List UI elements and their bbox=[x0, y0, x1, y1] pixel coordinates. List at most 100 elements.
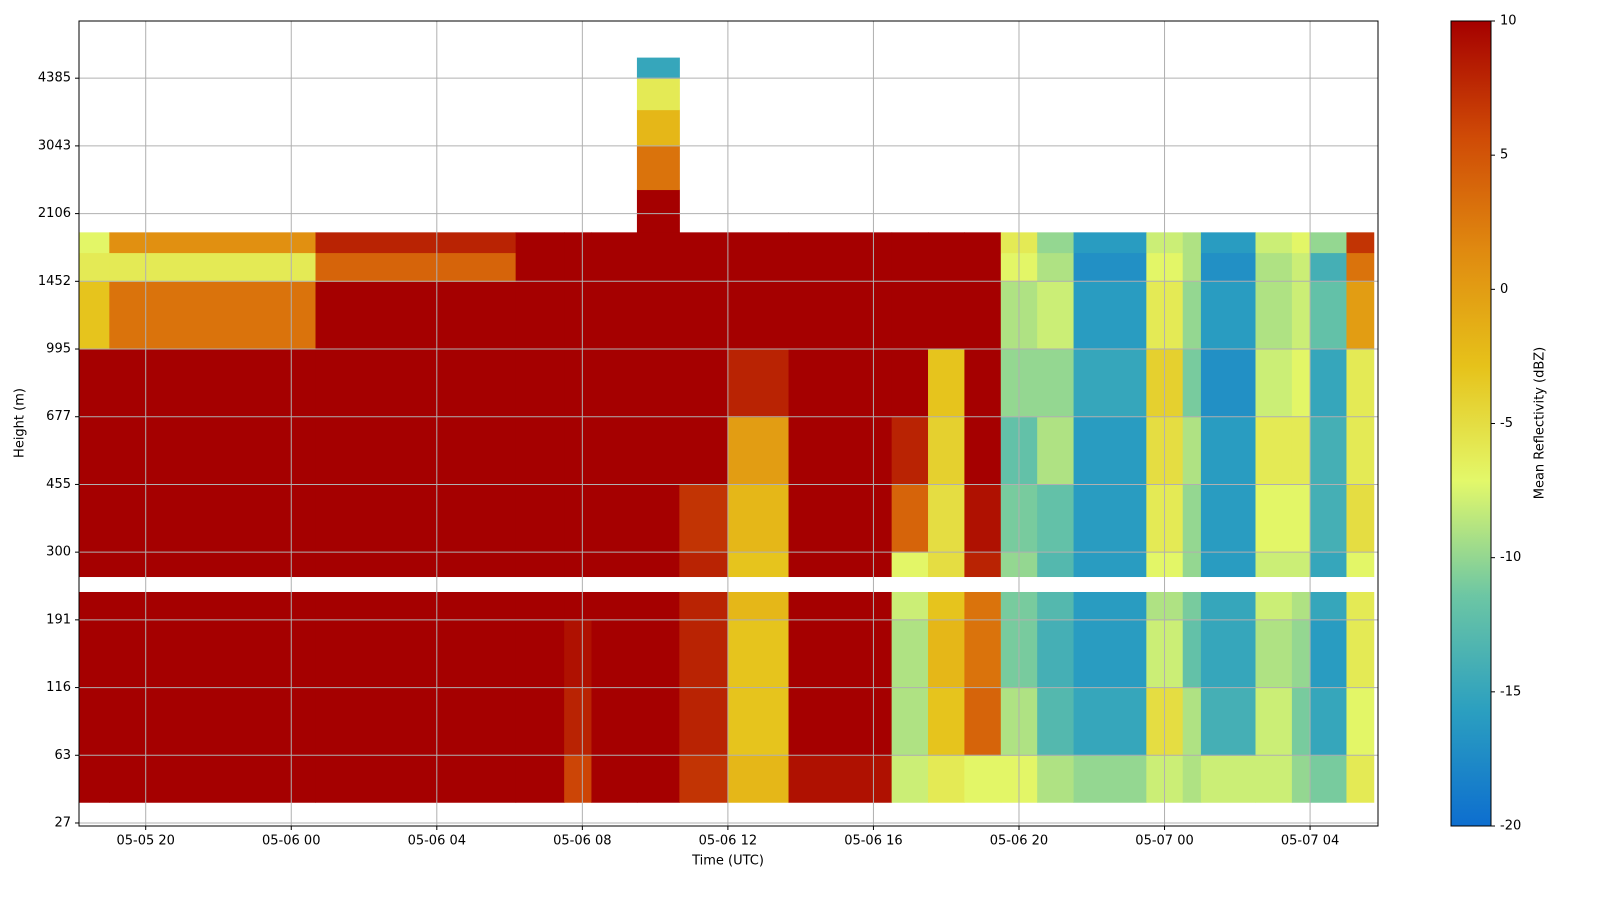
heatmap-cell bbox=[891, 755, 929, 803]
heatmap-cell bbox=[1346, 755, 1375, 803]
heatmap-cell bbox=[928, 349, 965, 418]
heatmap-cell bbox=[679, 232, 729, 254]
y-tick-label: 677 bbox=[46, 409, 71, 424]
heatmap-cell bbox=[1182, 687, 1202, 756]
heatmap-cell bbox=[591, 619, 638, 689]
heatmap-cell bbox=[891, 416, 929, 485]
heatmap-cell bbox=[515, 232, 565, 254]
heatmap-cell bbox=[679, 755, 729, 803]
heatmap-cell bbox=[1291, 232, 1311, 254]
heatmap-cell bbox=[727, 252, 790, 282]
heatmap-cell bbox=[1182, 591, 1202, 621]
heatmap-cell bbox=[788, 484, 893, 553]
heatmap-cell bbox=[964, 619, 1002, 689]
heatmap-cell bbox=[679, 687, 729, 756]
heatmap-cell bbox=[964, 687, 1002, 756]
heatmap-cell bbox=[1310, 755, 1347, 803]
heatmap-cell bbox=[964, 552, 1002, 578]
heatmap-cell bbox=[679, 552, 729, 578]
heatmap-cell bbox=[1182, 416, 1202, 485]
heatmap-cell bbox=[636, 109, 680, 147]
heatmap-cell bbox=[1255, 232, 1293, 254]
heatmap-cell bbox=[636, 416, 680, 485]
heatmap-cell bbox=[679, 416, 729, 485]
heatmap-cell bbox=[727, 619, 790, 689]
heatmap-cell bbox=[1037, 252, 1075, 282]
heatmap-cell bbox=[1073, 619, 1147, 689]
heatmap-cell bbox=[928, 416, 965, 485]
y-axis-label: Height (m) bbox=[13, 388, 28, 458]
heatmap-cell bbox=[1255, 484, 1293, 553]
heatmap-cell bbox=[515, 484, 565, 553]
heatmap-cell bbox=[891, 232, 929, 254]
heatmap-cell bbox=[591, 755, 638, 803]
heatmap-cell bbox=[79, 687, 110, 756]
heatmap-cell bbox=[591, 591, 638, 621]
heatmap-cell bbox=[1200, 349, 1256, 418]
heatmap-cell bbox=[1255, 755, 1293, 803]
heatmap-cell bbox=[788, 252, 893, 282]
heatmap-cell bbox=[109, 252, 317, 282]
heatmap-cell bbox=[564, 619, 592, 689]
heatmap-cell bbox=[564, 349, 592, 418]
heatmap-cell bbox=[564, 416, 592, 485]
y-tick-label: 27 bbox=[54, 815, 71, 830]
heatmap-cell bbox=[1200, 416, 1256, 485]
heatmap-cell bbox=[1346, 232, 1375, 254]
heatmap-cell bbox=[636, 484, 680, 553]
heatmap-cell bbox=[515, 416, 565, 485]
heatmap-cell bbox=[1346, 349, 1375, 418]
heatmap-cell bbox=[515, 281, 565, 350]
y-tick-label: 63 bbox=[54, 748, 71, 763]
y-tick-label: 2106 bbox=[38, 206, 71, 221]
heatmap-cell bbox=[636, 252, 680, 282]
heatmap-cell bbox=[928, 232, 965, 254]
x-tick-label: 05-06 04 bbox=[408, 834, 466, 849]
heatmap-cell bbox=[79, 484, 110, 553]
heatmap-cell bbox=[1291, 591, 1311, 621]
heatmap-cell bbox=[891, 349, 929, 418]
heatmap-cell bbox=[1310, 416, 1347, 485]
heatmap-cell bbox=[564, 552, 592, 578]
y-tick-label: 191 bbox=[46, 612, 71, 627]
heatmap-cell bbox=[1255, 619, 1293, 689]
heatmap-cell bbox=[315, 232, 517, 254]
heatmap-cell bbox=[79, 591, 110, 621]
heatmap-cell bbox=[315, 252, 517, 282]
heatmap-cell bbox=[1037, 232, 1075, 254]
heatmap-cell bbox=[1310, 552, 1347, 578]
heatmap-cell bbox=[79, 416, 110, 485]
grid bbox=[79, 21, 1378, 826]
heatmap-cell bbox=[591, 484, 638, 553]
heatmap-cell bbox=[788, 687, 893, 756]
heatmap-cell bbox=[1073, 484, 1147, 553]
y-tick-label: 1452 bbox=[38, 274, 71, 289]
colorbar bbox=[1450, 20, 1492, 827]
heatmap-cell bbox=[636, 189, 680, 233]
heatmap-cell bbox=[1255, 349, 1293, 418]
heatmap-cell bbox=[315, 484, 517, 553]
heatmap-cell bbox=[727, 416, 790, 485]
heatmap-cell bbox=[727, 687, 790, 756]
colorbar-tick-label: -15 bbox=[1500, 684, 1521, 699]
heatmap-cell bbox=[1182, 349, 1202, 418]
heatmap-cell bbox=[964, 416, 1002, 485]
heatmap-cell bbox=[1255, 552, 1293, 578]
heatmap-cell bbox=[928, 281, 965, 350]
heatmap-cell bbox=[1200, 252, 1256, 282]
heatmap-cell bbox=[1182, 252, 1202, 282]
heatmap-cell bbox=[891, 252, 929, 282]
heatmap-cell bbox=[679, 281, 729, 350]
heatmap-cell bbox=[1200, 619, 1256, 689]
heatmap-cell bbox=[1037, 552, 1075, 578]
heatmap-cell bbox=[1073, 349, 1147, 418]
heatmap-cell bbox=[515, 755, 565, 803]
heatmap-cell bbox=[109, 755, 317, 803]
y-tick-label: 995 bbox=[46, 342, 71, 357]
heatmap-cell bbox=[679, 484, 729, 553]
heatmap-cell bbox=[1255, 252, 1293, 282]
heatmap-cell bbox=[515, 349, 565, 418]
heatmap-cell bbox=[788, 619, 893, 689]
